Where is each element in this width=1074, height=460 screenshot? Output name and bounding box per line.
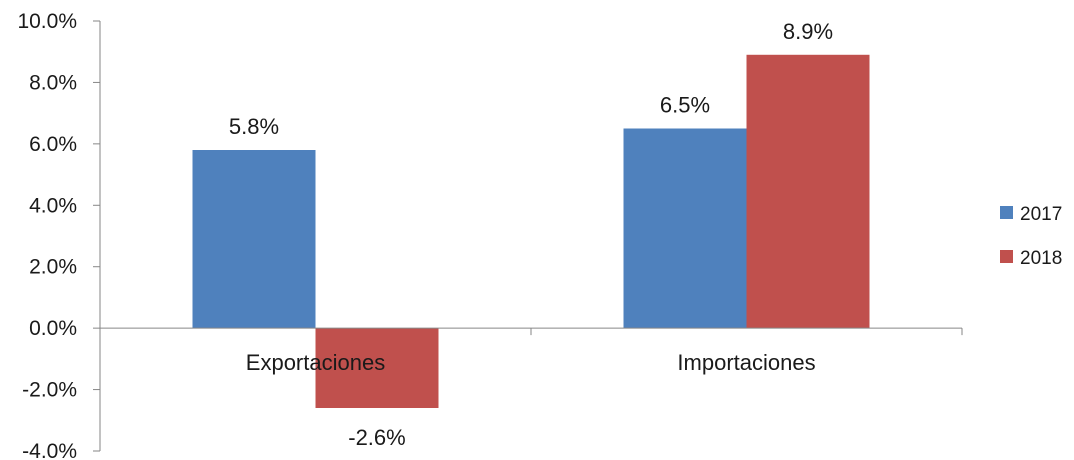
- y-tick-label: -2.0%: [22, 379, 77, 402]
- legend-swatch: [1000, 250, 1013, 263]
- legend: 2017 2018: [1000, 204, 1062, 269]
- x-axis: Exportaciones Importaciones: [99, 327, 963, 375]
- legend-swatch: [1000, 206, 1013, 219]
- x-category-label: Exportaciones: [246, 350, 385, 375]
- y-tick-label: 4.0%: [29, 194, 77, 217]
- data-label: -2.6%: [348, 425, 405, 450]
- bar-2017-exportaciones: [192, 150, 316, 329]
- legend-label: 2017: [1020, 204, 1062, 225]
- bar-2017-importaciones: [623, 128, 747, 329]
- data-label: 5.8%: [229, 114, 279, 139]
- bar-2018-exportaciones: [315, 328, 439, 408]
- data-label: 8.9%: [783, 19, 833, 44]
- y-tick-label: 2.0%: [29, 256, 77, 279]
- y-tick-label: 6.0%: [29, 133, 77, 156]
- y-tick-label: -4.0%: [22, 440, 77, 460]
- x-category-label: Importaciones: [677, 350, 815, 375]
- plot-area: 5.8% 6.5% -2.6% 8.9%: [192, 19, 870, 450]
- bar-2018-importaciones: [746, 54, 870, 329]
- y-axis: 10.0% 8.0% 6.0% 4.0% 2.0% 0.0% -2.0% -4.0%: [17, 10, 101, 460]
- y-tick-label: 10.0%: [17, 10, 77, 33]
- y-tick-label: 0.0%: [29, 317, 77, 340]
- legend-label: 2018: [1020, 248, 1062, 269]
- data-label: 6.5%: [660, 93, 710, 118]
- y-tick-label: 8.0%: [29, 71, 77, 94]
